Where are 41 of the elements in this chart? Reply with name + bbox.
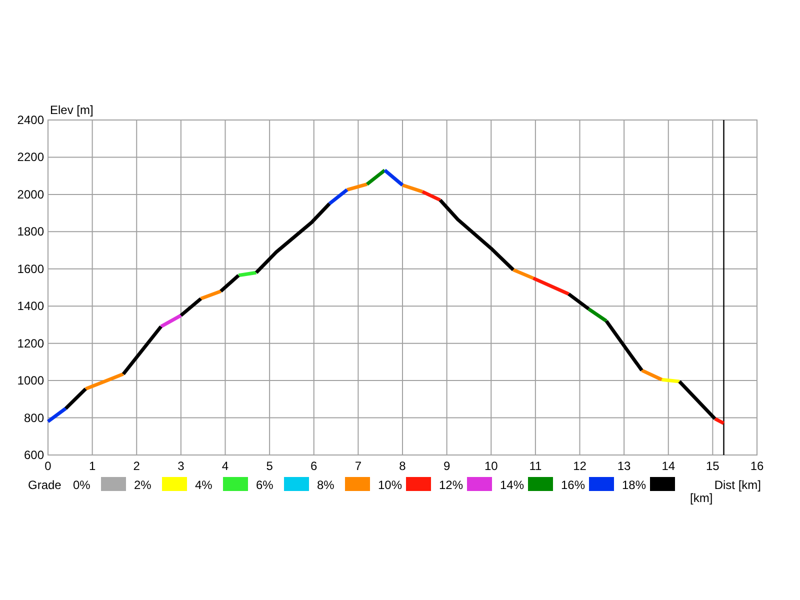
legend-label: 12%	[439, 478, 464, 492]
x-tick-label: 10	[484, 459, 498, 473]
x-tick-label: 9	[443, 459, 450, 473]
y-tick-label: 2200	[17, 150, 44, 164]
legend-label: 0%	[73, 478, 91, 492]
x-tick-label: 6	[310, 459, 318, 473]
x-tick-label: 14	[662, 459, 676, 473]
legend-label: 18%	[622, 478, 646, 492]
x-tick-label: 4	[222, 459, 229, 473]
y-tick-label: 600	[24, 448, 44, 462]
x-tick-label: 5	[266, 459, 274, 473]
y-tick-label: 1200	[17, 336, 44, 350]
y-tick-label: 1000	[17, 374, 44, 388]
legend-label: 10%	[378, 478, 402, 492]
x-tick-label: 12	[573, 459, 587, 473]
y-tick-label: 2000	[17, 187, 44, 202]
y-tick-label: 1400	[17, 299, 44, 314]
legend-label: 8%	[317, 478, 335, 492]
x-tick-label: 7	[354, 459, 362, 473]
x-tick-label: 15	[706, 459, 720, 473]
legend-label: 4%	[195, 478, 213, 492]
legend-label: 2%	[134, 478, 152, 492]
x-axis-title: Dist [km]	[714, 478, 761, 492]
text: [km]	[690, 491, 713, 505]
y-axis-title: Elev [m]	[50, 103, 94, 117]
x-tick-label: 3	[178, 459, 185, 473]
x-tick-label: 16	[750, 459, 764, 473]
x-tick-label: 11	[529, 459, 542, 473]
y-tick-label: 1800	[17, 224, 44, 239]
legend-title: Grade	[28, 478, 62, 492]
x-tick-label: 0	[44, 459, 52, 473]
y-tick-label: 800	[24, 410, 44, 425]
legend-label: 6%	[256, 478, 274, 492]
x-tick-label: 13	[617, 459, 632, 473]
x-tick-label: 1	[88, 459, 96, 473]
legend-label: 16%	[561, 478, 586, 492]
y-tick-label: 1600	[17, 262, 44, 276]
x-tick-label: 8	[399, 459, 406, 473]
x-tick-label: 2	[133, 459, 140, 473]
y-tick-label: 2400	[17, 113, 44, 127]
legend-label: 14%	[500, 478, 524, 492]
